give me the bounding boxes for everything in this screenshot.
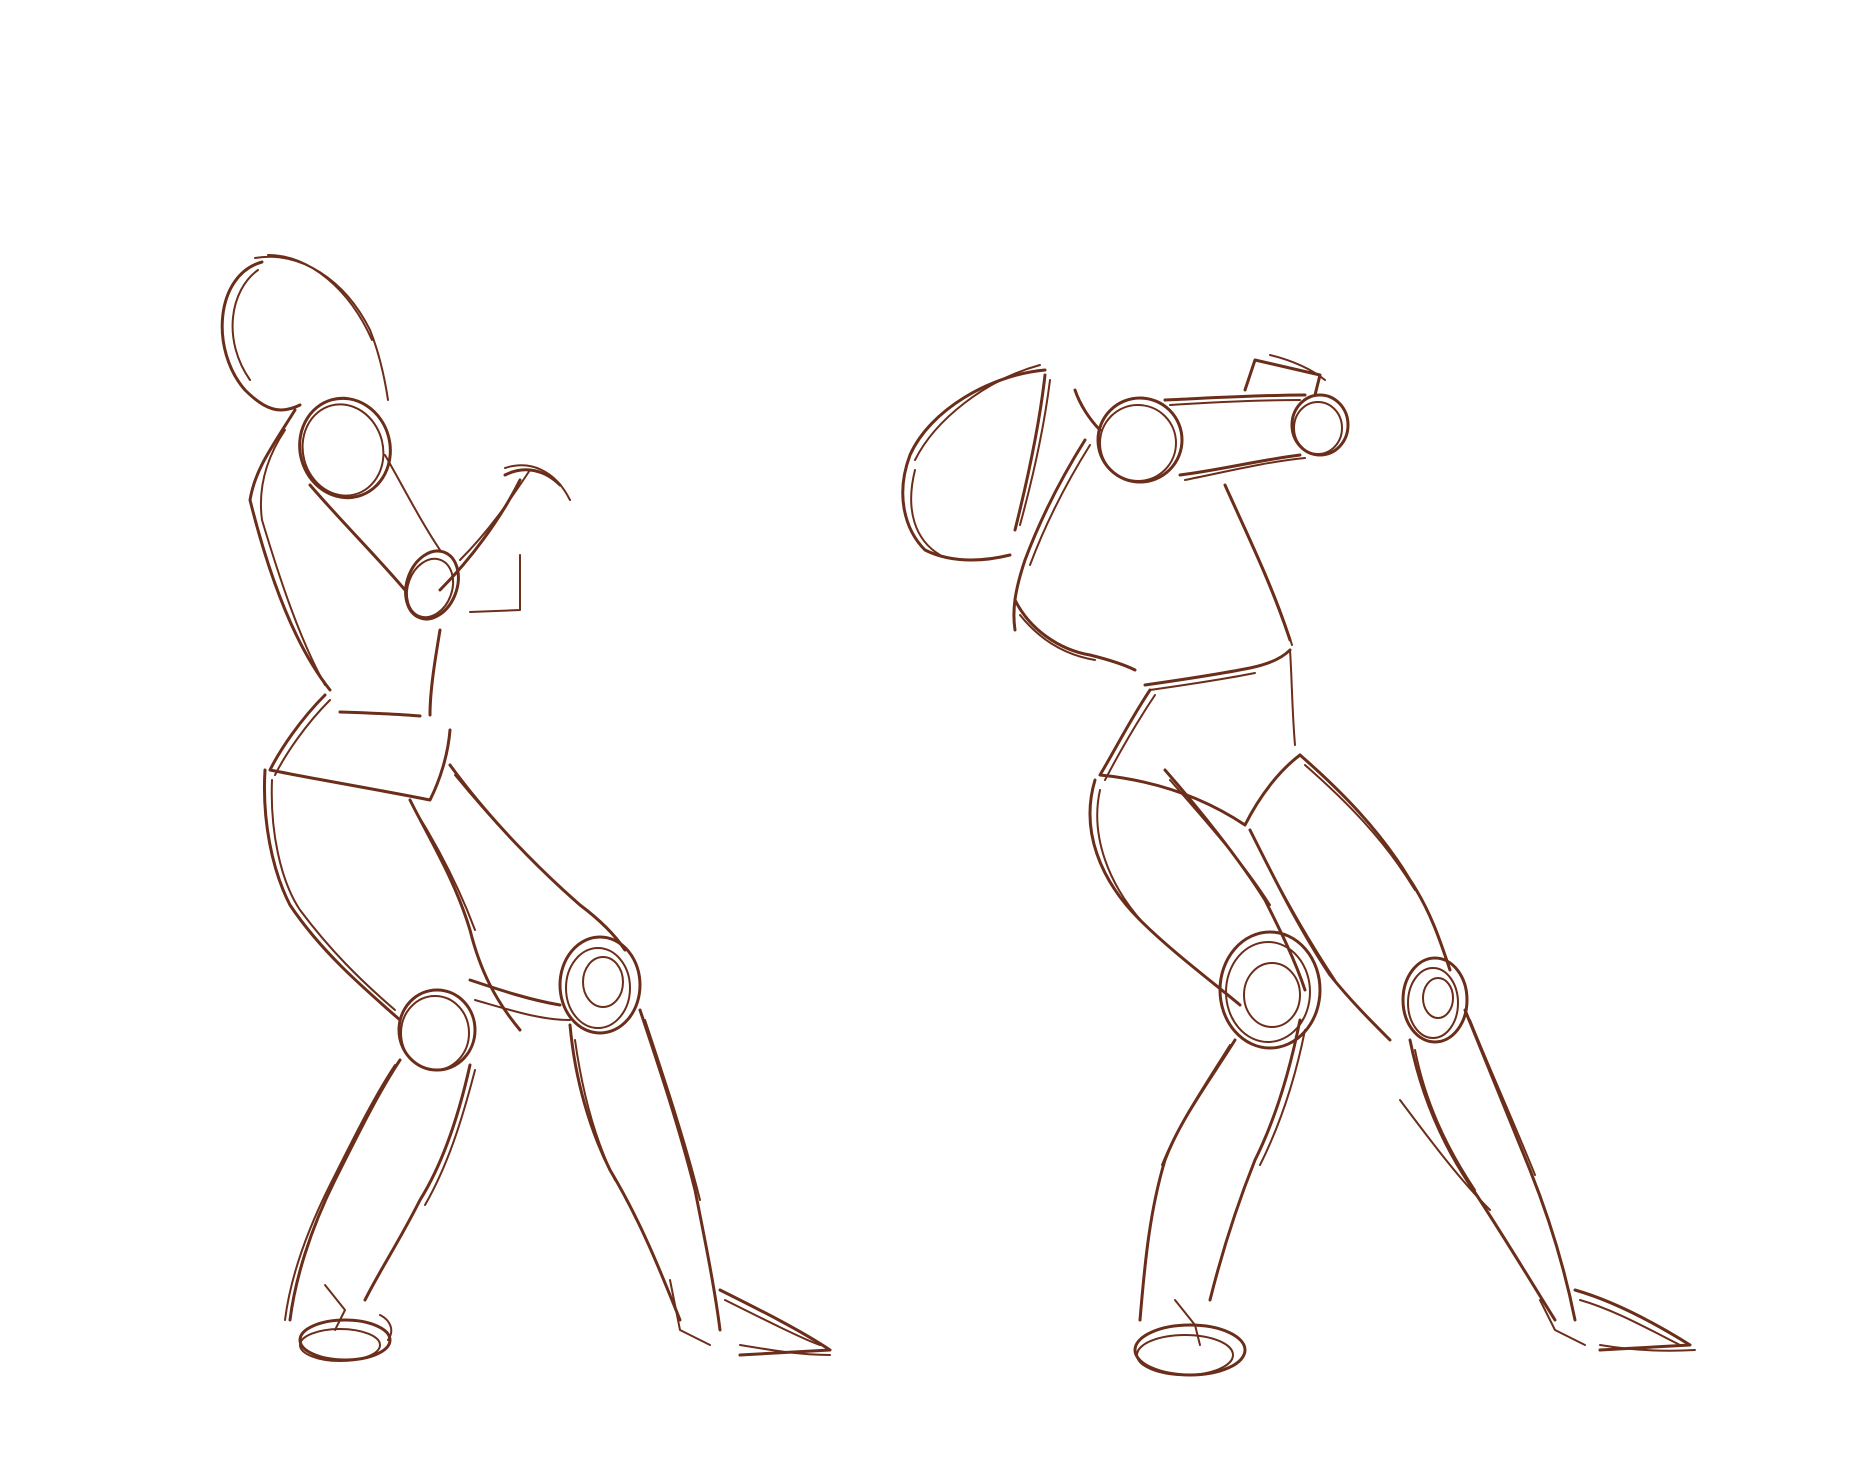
left-back-foot xyxy=(298,1284,393,1362)
left-front-knee-joint xyxy=(558,935,642,1035)
right-back-knee-joint xyxy=(1218,930,1322,1050)
right-back-foot xyxy=(1133,1299,1247,1377)
left-head xyxy=(220,254,389,412)
right-head xyxy=(901,364,1051,562)
left-front-foot xyxy=(669,1279,832,1357)
gesture-figure-right xyxy=(901,354,1696,1377)
left-elbow-joint xyxy=(404,549,460,621)
gesture-figure-left xyxy=(220,254,832,1362)
left-shoulder-joint xyxy=(298,396,392,500)
right-pelvis xyxy=(1098,649,1302,827)
right-hand xyxy=(1243,354,1350,457)
left-pelvis xyxy=(268,693,452,802)
left-back-knee-joint xyxy=(397,988,477,1072)
right-front-foot xyxy=(1539,1288,1696,1352)
right-front-knee-joint xyxy=(1401,956,1469,1044)
right-shoulder-joint xyxy=(1096,396,1184,484)
